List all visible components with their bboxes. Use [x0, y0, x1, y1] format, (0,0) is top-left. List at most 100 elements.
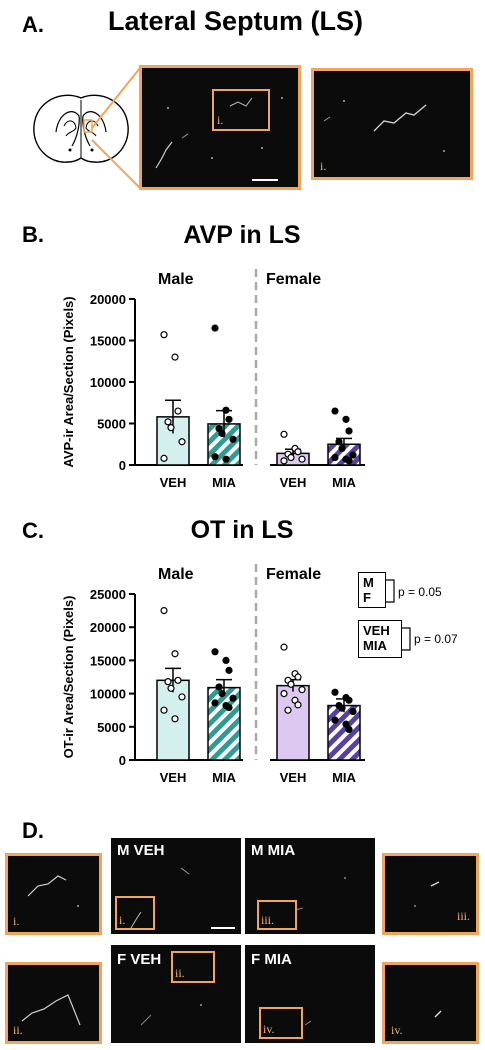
- data-point: [331, 688, 339, 696]
- data-point: [229, 694, 237, 702]
- data-point: [335, 438, 343, 446]
- data-point: [171, 715, 179, 723]
- data-point: [342, 415, 350, 423]
- zoom-label: i.: [320, 159, 327, 173]
- data-point: [331, 407, 339, 415]
- legend-sex-pvalue: p = 0.05: [398, 585, 442, 599]
- data-point: [280, 690, 288, 698]
- zoom-label: i.: [13, 914, 20, 928]
- data-point: [298, 455, 306, 463]
- legend-sex-bracket: [386, 579, 395, 603]
- group-label-male: Male: [158, 566, 194, 583]
- y-tick-label: 5000: [97, 720, 126, 735]
- legend-treatment-veh: VEH: [363, 623, 390, 638]
- data-point: [225, 666, 233, 674]
- legend-treatment-bracket: [402, 627, 411, 651]
- data-point: [222, 455, 230, 463]
- inset-label: iii.: [261, 913, 275, 927]
- data-point: [211, 699, 219, 707]
- data-point: [222, 656, 230, 664]
- zoom-image-ii: ii.: [5, 962, 102, 1044]
- data-point: [280, 457, 288, 465]
- panel-a-letter: A.: [22, 12, 44, 37]
- zoom-fibers: [21, 994, 81, 1026]
- data-point: [294, 448, 302, 456]
- x-tick-label: VEH: [280, 770, 307, 785]
- micrograph-title: M VEH: [117, 842, 165, 859]
- inset-box: ii.: [171, 951, 215, 983]
- data-point: [338, 444, 346, 452]
- inset-label: i.: [119, 913, 126, 927]
- inset-box: i.: [115, 896, 155, 930]
- panel-a-zoom-image: i.: [311, 68, 473, 180]
- micrograph-title: F VEH: [117, 951, 162, 968]
- ot-bar-chart: OT in LS OT-ir Area/Section (Pixels) 0 5000…: [61, 516, 365, 785]
- data-point: [225, 703, 233, 712]
- zoom-fibers: [323, 100, 445, 152]
- panel-a-micrograph: i.: [139, 65, 301, 190]
- chart-title: OT in LS: [191, 516, 294, 544]
- data-point: [164, 678, 172, 686]
- micrograph-title: F MIA: [251, 951, 292, 968]
- inset-box-i: i.: [212, 89, 270, 131]
- micrograph-f-veh: F VEH ii.: [111, 945, 241, 1043]
- data-point: [338, 704, 346, 712]
- data-point: [171, 353, 179, 361]
- micrograph-fibers: [304, 1020, 312, 1026]
- data-point: [349, 707, 357, 716]
- legend-treatment-box: VEH MIA: [358, 620, 402, 658]
- zoom-image-iv: iv.: [382, 962, 479, 1044]
- zoom-fibers: [27, 875, 79, 907]
- group-label-female: Female: [266, 271, 321, 288]
- panel-a-title: Lateral Septum (LS): [108, 6, 364, 36]
- data-point: [164, 418, 172, 426]
- bar: [276, 684, 310, 761]
- micrograph-m-mia: M MIA iii.: [245, 838, 375, 934]
- x-tick-label: MIA: [212, 770, 236, 785]
- x-tick-label: MIA: [332, 475, 356, 490]
- inset-label: i.: [217, 113, 224, 127]
- y-axis-label: OT-ir Area/Section (Pixels): [61, 596, 76, 759]
- micrograph-fibers: [155, 97, 283, 181]
- y-tick-label: 15000: [90, 653, 126, 668]
- avp-bar-chart: AVP in LS AVP-ir Area/Section (Pixels) 0 50…: [61, 221, 365, 490]
- data-point: [294, 701, 302, 709]
- data-point: [345, 696, 353, 704]
- data-point: [345, 725, 353, 734]
- zoom-image-i: i.: [5, 853, 102, 935]
- y-tick-label: 0: [119, 458, 126, 473]
- y-tick-label: 25000: [90, 587, 126, 602]
- legend-sex-f: F: [363, 590, 371, 605]
- data-point: [167, 684, 175, 692]
- data-point: [160, 331, 168, 339]
- inset-box: iii.: [257, 900, 297, 930]
- data-point: [342, 720, 350, 728]
- data-point: [160, 454, 168, 462]
- inset-label: ii.: [175, 966, 185, 980]
- data-point: [211, 324, 219, 332]
- y-tick-label: 0: [119, 753, 126, 768]
- legend-sex-m: M: [363, 575, 374, 590]
- data-point: [298, 686, 306, 694]
- data-point: [287, 453, 295, 462]
- panel-b-letter: B.: [22, 222, 44, 247]
- data-point: [160, 706, 168, 714]
- micrograph-title: M MIA: [251, 842, 296, 859]
- panel-d-letter: D.: [22, 818, 44, 843]
- data-point: [211, 453, 219, 461]
- data-point: [331, 453, 339, 462]
- data-point: [349, 451, 357, 459]
- legend-treatment-mia: MIA: [363, 638, 387, 653]
- data-point: [222, 406, 230, 414]
- data-point: [225, 415, 233, 423]
- inset-label: iv.: [263, 1022, 275, 1036]
- data-point: [174, 676, 182, 684]
- micrograph-f-mia: F MIA iv.: [245, 945, 375, 1043]
- data-point: [178, 693, 186, 701]
- data-point: [211, 648, 219, 656]
- y-axis-label: AVP-ir Area/Section (Pixels): [61, 296, 76, 467]
- x-tick-label: VEH: [160, 475, 187, 490]
- data-point: [160, 606, 168, 615]
- data-point: [174, 407, 182, 415]
- legend-sex-box: M F: [358, 572, 386, 608]
